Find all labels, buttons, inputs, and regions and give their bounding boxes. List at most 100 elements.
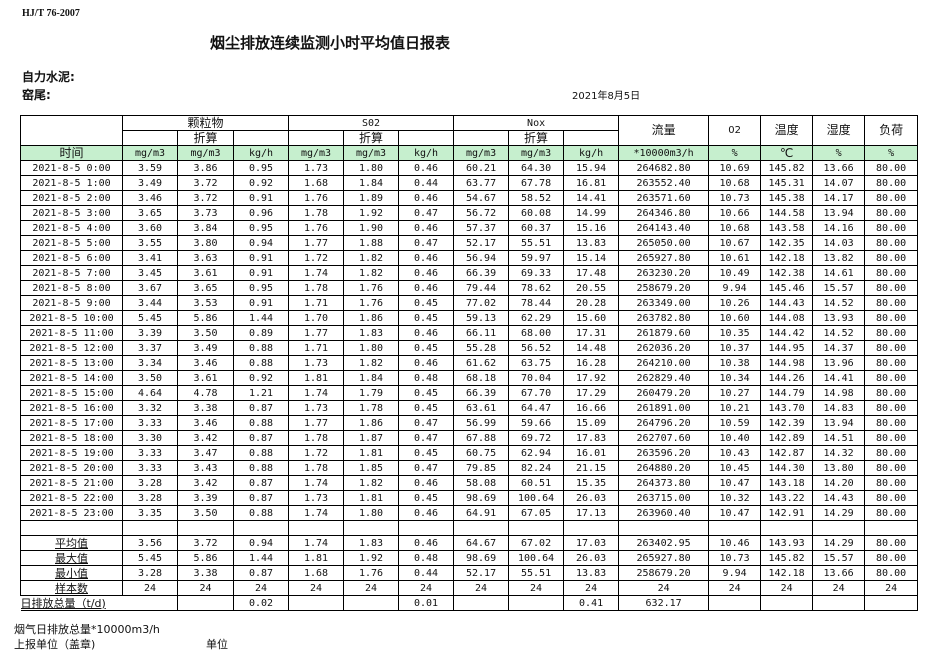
blank-row [20,520,919,536]
data-cell: 15.16 [563,220,620,236]
data-cell: 21.15 [563,460,620,476]
data-cell: 80.00 [864,175,919,191]
data-cell: 80.00 [864,220,919,236]
data-cell: 0.46 [398,355,455,371]
data-cell: 15.57 [812,280,866,296]
daily-total-nox: 0.41 [563,595,620,611]
data-cell: 0.46 [398,220,455,236]
data-cell: 14.32 [812,445,866,461]
header-humidity: 湿度 [812,115,866,146]
data-cell: 263230.20 [618,265,710,281]
time-cell: 2021-8-5 7:00 [20,265,123,281]
header-row-groups: 颗粒物 S02 Nox 流量 02 温度 湿度 负荷 [20,115,919,146]
data-cell: 79.85 [453,460,510,476]
data-cell: 3.65 [177,280,234,296]
data-cell: 64.91 [453,505,510,521]
data-cell: 60.08 [508,205,565,221]
data-cell: 145.46 [760,280,814,296]
standard-code: HJ/T 76-2007 [22,8,80,19]
data-cell: 1.78 [288,280,345,296]
data-cell: 15.09 [563,415,620,431]
data-cell: 145.31 [760,175,814,191]
data-cell: 16.66 [563,400,620,416]
daily-total-flow: 632.17 [618,595,710,611]
time-cell: 2021-8-5 1:00 [20,175,123,191]
stat-cell: 3.38 [177,565,234,581]
stat-cell: 98.69 [453,550,510,566]
data-cell: 0.44 [398,175,455,191]
data-cell: 0.88 [232,505,290,521]
data-cell: 143.22 [760,490,814,506]
header-blank [563,130,620,146]
data-cell: 3.33 [122,445,178,461]
data-cell: 61.62 [453,355,510,371]
data-cell: 1.21 [232,385,290,401]
time-cell: 2021-8-5 18:00 [20,430,123,446]
stat-cell: 1.68 [288,565,345,581]
data-cell: 15.35 [563,475,620,491]
data-cell: 144.95 [760,340,814,356]
data-cell: 1.74 [288,505,345,521]
data-cell: 1.80 [343,160,400,176]
data-cell: 60.75 [453,445,510,461]
data-cell: 20.55 [563,280,620,296]
stat-cell: 24 [812,580,866,596]
stat-cell: 0.94 [232,535,290,551]
data-cell: 0.92 [232,175,290,191]
data-cell: 13.94 [812,415,866,431]
stat-cell: 0.48 [398,550,455,566]
data-cell: 3.65 [122,205,178,221]
data-cell: 264880.20 [618,460,710,476]
time-cell: 2021-8-5 5:00 [20,235,123,251]
data-cell: 9.94 [708,280,762,296]
unit-cell: mg/m3 [453,145,510,161]
data-cell: 3.35 [122,505,178,521]
data-cell: 14.98 [812,385,866,401]
blank-cell [812,595,866,611]
time-cell: 2021-8-5 21:00 [20,475,123,491]
stat-cell: 67.02 [508,535,565,551]
blank-cell [122,520,178,536]
data-cell: 98.69 [453,490,510,506]
time-cell: 2021-8-5 19:00 [20,445,123,461]
data-cell: 16.81 [563,175,620,191]
data-cell: 0.91 [232,295,290,311]
unit-cell: mg/m3 [508,145,565,161]
data-cell: 55.51 [508,235,565,251]
data-cell: 1.78 [288,460,345,476]
table-row: 2021-8-5 18:00 3.30 3.42 0.87 1.78 1.87 0.47 67… [20,430,919,446]
data-cell: 26.03 [563,490,620,506]
data-cell: 3.53 [177,295,234,311]
data-cell: 3.33 [122,415,178,431]
blank-cell [453,595,510,611]
data-cell: 80.00 [864,265,919,281]
time-cell: 2021-8-5 13:00 [20,355,123,371]
blank-cell [708,520,762,536]
flue-gas-total-label: 烟气日排放总量*10000m3/h [14,623,160,636]
time-cell: 2021-8-5 12:00 [20,340,123,356]
data-cell: 80.00 [864,370,919,386]
data-cell: 54.67 [453,190,510,206]
header-blank [288,130,345,146]
stat-label: 最小值 [20,565,123,581]
data-cell: 1.77 [288,325,345,341]
data-cell: 0.46 [398,265,455,281]
data-cell: 0.45 [398,340,455,356]
data-cell: 80.00 [864,385,919,401]
data-cell: 0.45 [398,400,455,416]
stat-cell: 3.56 [122,535,178,551]
data-cell: 263349.00 [618,295,710,311]
data-cell: 0.88 [232,415,290,431]
header-converted: 折算 [177,130,234,146]
stat-cell: 3.28 [122,565,178,581]
data-cell: 0.87 [232,490,290,506]
data-cell: 0.47 [398,205,455,221]
data-cell: 142.89 [760,430,814,446]
data-cell: 10.60 [708,310,762,326]
data-cell: 3.61 [177,370,234,386]
daily-total-so2: 0.01 [398,595,455,611]
data-cell: 4.78 [177,385,234,401]
data-cell: 80.00 [864,505,919,521]
data-cell: 3.86 [177,160,234,176]
data-cell: 3.46 [177,355,234,371]
